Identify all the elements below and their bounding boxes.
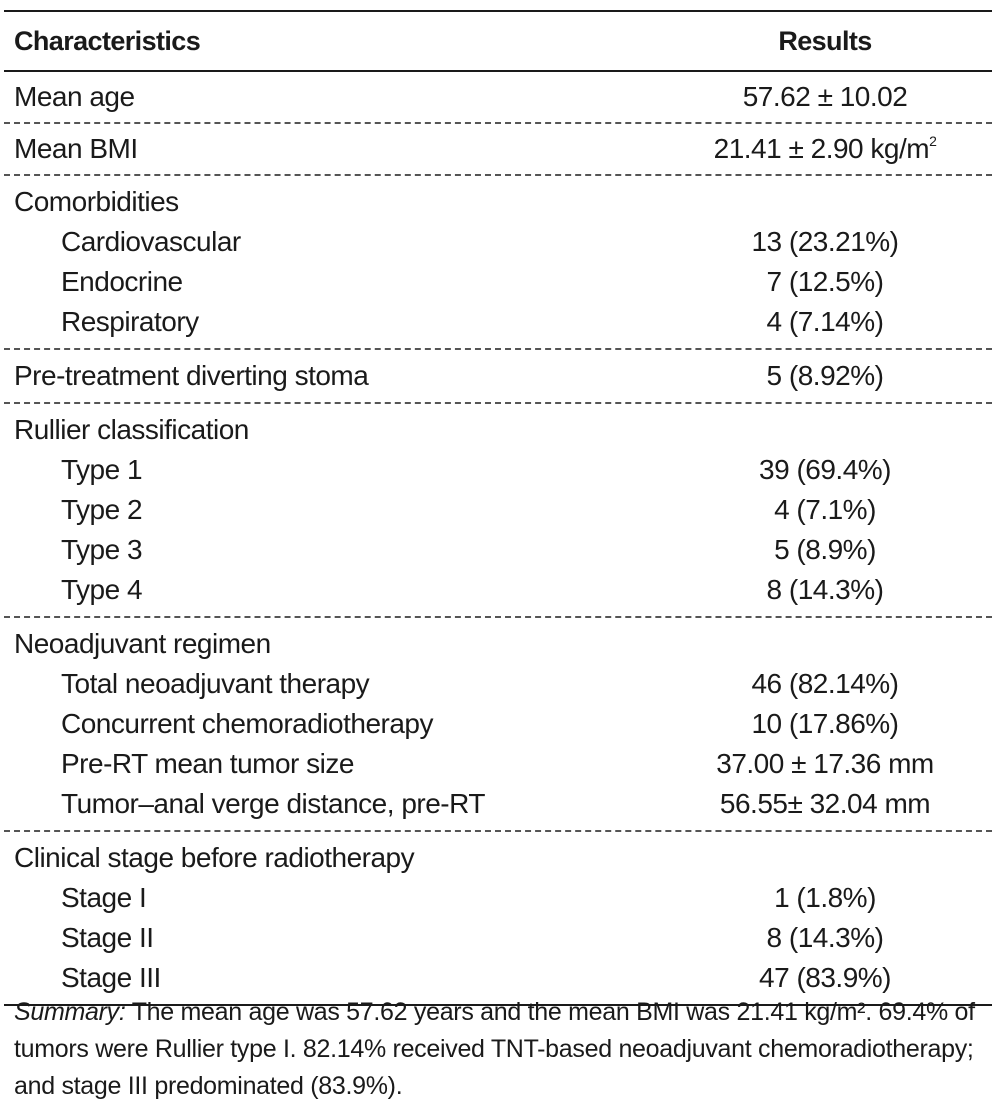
row-divider [4,122,992,124]
rullier-type-label: Type 4 [61,574,143,605]
rullier-type-label: Type 3 [61,534,143,565]
neoadjuvant-item-value: 46 (82.14%) [751,668,899,699]
rullier-type-label: Type 1 [61,454,143,485]
stoma-label: Pre-treatment diverting stoma [14,360,369,391]
table-row: Mean age 57.62 ± 10.02 [4,72,992,122]
table-row: Tumor–anal verge distance, pre-RT 56.55±… [4,784,992,824]
stage-item-value: 1 (1.8%) [774,882,876,913]
rullier-type-value: 39 (69.4%) [759,454,891,485]
table-row: Clinical stage before radiotherapy [4,838,992,878]
table-row: Comorbidities [4,182,992,222]
comorbidity-value: 13 (23.21%) [751,226,899,257]
neoadjuvant-item-value: 10 (17.86%) [751,708,899,739]
neoadjuvant-section: Neoadjuvant regimen Total neoadjuvant th… [4,618,992,830]
stage-section: Clinical stage before radiotherapy Stage… [4,832,992,1004]
row-divider [4,402,992,404]
row-divider [4,830,992,832]
mean-bmi-label: Mean BMI [14,133,138,164]
stage-item-value: 8 (14.3%) [766,922,884,953]
table-header-row: Characteristics Results [4,12,992,70]
comorbidity-label: Cardiovascular [61,226,241,257]
rullier-type-value: 8 (14.3%) [766,574,884,605]
rullier-type-label: Type 2 [61,494,143,525]
table-summary-note: Summary: The mean age was 57.62 years an… [14,994,984,1105]
neoadjuvant-item-label: Tumor–anal verge distance, pre-RT [61,788,485,819]
mean-bmi-superscript: 2 [929,133,937,149]
summary-text: The mean age was 57.62 years and the mea… [14,998,975,1100]
table-row: Cardiovascular 13 (23.21%) [4,222,992,262]
comorbidity-label: Respiratory [61,306,199,337]
row-divider [4,616,992,618]
summary-lead: Summary: [14,998,126,1026]
stage-item-value: 47 (83.9%) [759,962,891,993]
table-row: Mean BMI 21.41 ± 2.90 kg/m2 [4,124,992,174]
header-results: Results [778,25,872,56]
table-row: Total neoadjuvant therapy 46 (82.14%) [4,664,992,704]
table-row: Stage I 1 (1.8%) [4,878,992,918]
neoadjuvant-item-value: 37.00 ± 17.36 mm [716,748,934,779]
table-row: Neoadjuvant regimen [4,624,992,664]
neoadjuvant-label: Neoadjuvant regimen [14,628,271,659]
neoadjuvant-item-label: Pre-RT mean tumor size [61,748,354,779]
mean-age-value: 57.62 ± 10.02 [742,81,908,112]
header-characteristics: Characteristics [14,25,201,56]
header-rule [4,70,992,72]
mean-age-label: Mean age [14,81,135,112]
table-bottom-rule [4,1004,992,1006]
table-top-rule [4,10,992,12]
neoadjuvant-item-label: Concurrent chemoradiotherapy [61,708,433,739]
stoma-value: 5 (8.92%) [766,360,884,391]
mean-bmi-value-text: 21.41 ± 2.90 kg/m [713,133,930,164]
table-row: Pre-RT mean tumor size 37.00 ± 17.36 mm [4,744,992,784]
table-row: Respiratory 4 (7.14%) [4,302,992,342]
stage-item-label: Stage I [61,882,147,913]
stage-label: Clinical stage before radiotherapy [14,842,415,873]
table-row: Type 2 4 (7.1%) [4,490,992,530]
row-divider [4,348,992,350]
rullier-type-value: 4 (7.1%) [774,494,876,525]
rullier-type-value: 5 (8.9%) [774,534,876,565]
characteristics-table: Characteristics Results Mean age 57.62 ±… [4,10,992,1006]
neoadjuvant-item-value: 56.55± 32.04 mm [719,788,931,819]
rullier-section: Rullier classification Type 1 39 (69.4%)… [4,404,992,616]
rullier-label: Rullier classification [14,414,249,445]
comorbidities-label: Comorbidities [14,186,179,217]
neoadjuvant-item-label: Total neoadjuvant therapy [61,668,370,699]
table-row: Stage II 8 (14.3%) [4,918,992,958]
comorbidity-label: Endocrine [61,266,183,297]
comorbidity-value: 4 (7.14%) [766,306,884,337]
comorbidities-section: Comorbidities Cardiovascular 13 (23.21%)… [4,176,992,348]
table-row: Pre-treatment diverting stoma 5 (8.92%) [4,350,992,402]
table-row: Rullier classification [4,410,992,450]
table-row: Type 3 5 (8.9%) [4,530,992,570]
row-divider [4,174,992,176]
comorbidity-value: 7 (12.5%) [766,266,884,297]
stage-item-label: Stage II [61,922,154,953]
mean-bmi-value: 21.41 ± 2.90 kg/m2 [664,133,992,165]
table-row: Type 4 8 (14.3%) [4,570,992,610]
table-row: Endocrine 7 (12.5%) [4,262,992,302]
stage-item-label: Stage III [61,962,161,993]
table-row: Concurrent chemoradiotherapy 10 (17.86%) [4,704,992,744]
table-row: Stage III 47 (83.9%) [4,958,992,998]
table-row: Type 1 39 (69.4%) [4,450,992,490]
